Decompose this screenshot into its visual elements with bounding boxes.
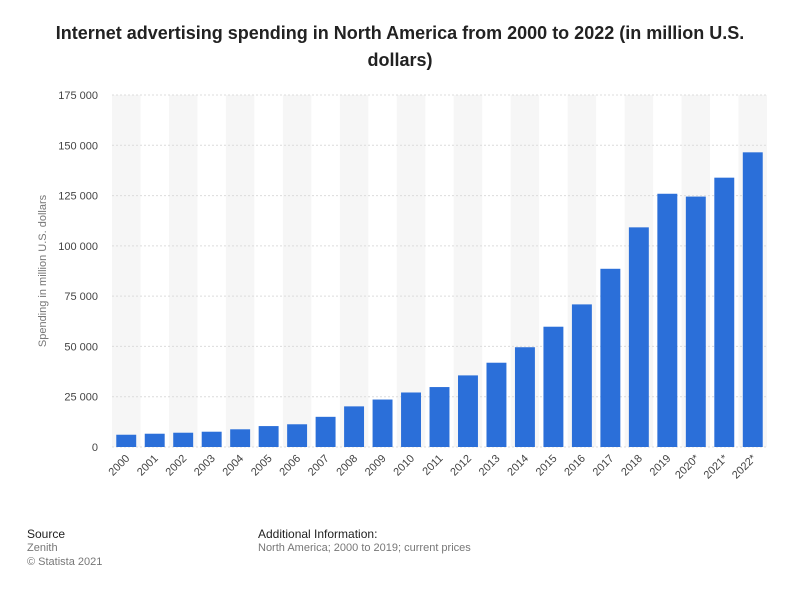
bar[interactable] <box>628 227 649 447</box>
x-tick-label: 2014 <box>505 453 531 479</box>
x-tick-label: 2000 <box>107 453 133 479</box>
y-axis-title: Spending in million U.S. dollars <box>37 194 49 347</box>
bar[interactable] <box>571 304 592 447</box>
x-tick-label: 2012 <box>448 453 474 479</box>
bar[interactable] <box>714 177 735 447</box>
bar[interactable] <box>173 432 194 447</box>
x-tick-label: 2005 <box>249 453 275 479</box>
additional-info-text: North America; 2000 to 2019; current pri… <box>258 542 471 554</box>
y-tick-label: 0 <box>92 442 98 454</box>
column-band <box>282 95 312 447</box>
x-tick-label: 2015 <box>534 453 560 479</box>
x-tick-label: 2019 <box>648 453 674 479</box>
source-name: Zenith <box>27 542 58 554</box>
column-band <box>225 95 255 447</box>
y-tick-label: 125 000 <box>58 191 98 203</box>
y-tick-label: 150 000 <box>58 140 98 152</box>
x-tick-label: 2002 <box>164 453 190 479</box>
bars <box>116 152 763 447</box>
x-tick-label: 2021* <box>702 452 731 481</box>
additional-info-heading: Additional Information: <box>258 527 378 541</box>
x-tick-label: 2009 <box>363 453 389 479</box>
bar[interactable] <box>458 375 478 447</box>
x-tick-label: 2011 <box>420 453 445 478</box>
bar[interactable] <box>344 406 365 447</box>
column-band <box>339 95 369 447</box>
bar[interactable] <box>315 416 336 447</box>
additional-info-block: Additional Information: North America; 2… <box>258 527 471 555</box>
bar[interactable] <box>144 433 165 447</box>
x-tick-label: 2017 <box>591 453 617 479</box>
x-tick-label: 2006 <box>277 453 303 479</box>
source-block: Source Zenith © Statista 2021 <box>27 527 102 569</box>
source-heading: Source <box>27 527 66 541</box>
y-tick-label: 100 000 <box>58 241 98 253</box>
x-tick-label: 2020* <box>673 452 702 481</box>
bar[interactable] <box>742 152 763 447</box>
bar[interactable] <box>685 196 706 447</box>
x-tick-label: 2010 <box>391 453 417 479</box>
column-band <box>396 95 426 447</box>
y-tick-label: 25 000 <box>64 392 98 404</box>
x-tick-label: 2003 <box>192 453 218 479</box>
y-axis-ticks: 0 25 000 50 000 75 000 100 000 125 000 150 000… <box>58 90 98 454</box>
column-band <box>168 95 198 447</box>
bar[interactable] <box>258 426 279 447</box>
y-tick-label: 75 000 <box>64 291 98 303</box>
x-tick-label: 2007 <box>306 453 332 479</box>
x-tick-label: 2008 <box>334 453 360 479</box>
x-tick-label: 2001 <box>135 453 161 479</box>
bar[interactable] <box>116 434 137 447</box>
bar[interactable] <box>287 424 308 447</box>
bar[interactable] <box>230 429 251 447</box>
bar[interactable] <box>372 399 393 447</box>
x-tick-label: 2022* <box>730 452 759 481</box>
x-tick-label: 2013 <box>477 453 503 479</box>
x-tick-label: 2004 <box>220 453 246 479</box>
bar[interactable] <box>486 362 507 447</box>
y-tick-label: 175 000 <box>58 90 98 102</box>
bar[interactable] <box>600 268 621 447</box>
bar[interactable] <box>657 193 678 447</box>
bar[interactable] <box>401 392 421 447</box>
bar[interactable] <box>543 326 564 447</box>
column-band <box>112 95 141 447</box>
copyright: © Statista 2021 <box>27 556 103 568</box>
chart-title: Internet advertising spending in North A… <box>55 23 745 70</box>
bar[interactable] <box>429 387 450 447</box>
x-axis-ticks: 2000 2001 2002 2003 2004 2005 2006 2007 2008 2009… <box>107 452 760 481</box>
y-tick-label: 50 000 <box>64 341 98 353</box>
x-tick-label: 2018 <box>619 453 645 479</box>
bar[interactable] <box>514 347 535 447</box>
x-tick-label: 2016 <box>562 453 588 479</box>
bar-chart: 0 25 000 50 000 75 000 100 000 125 000 150 000… <box>37 90 767 481</box>
bar[interactable] <box>201 431 222 447</box>
